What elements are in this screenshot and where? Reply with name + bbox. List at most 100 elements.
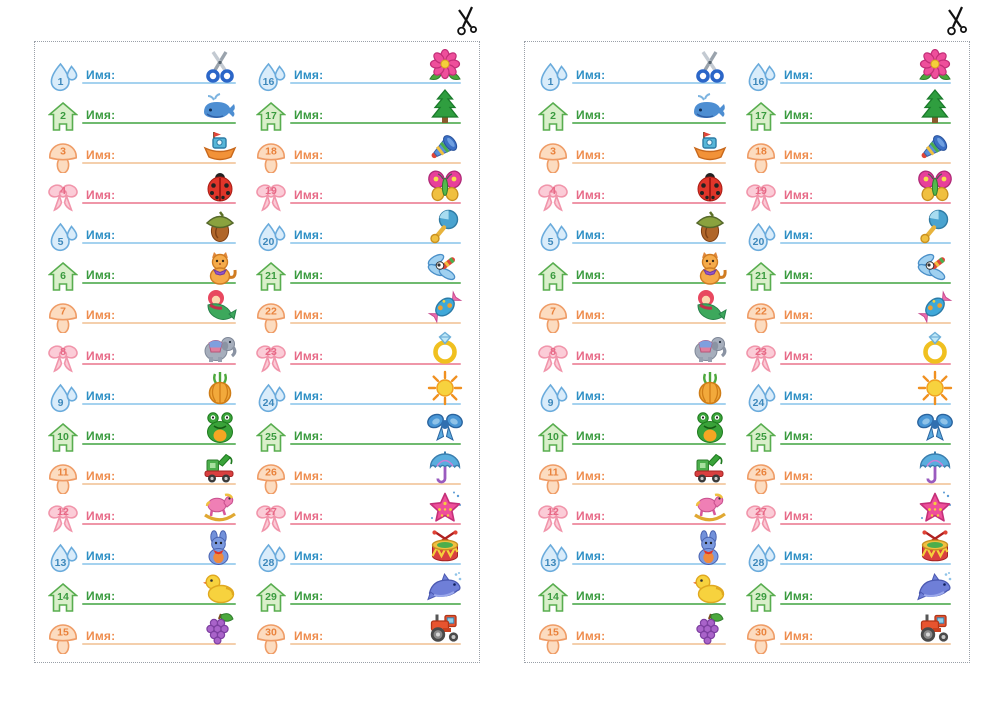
acorn-icon [692, 209, 728, 245]
write-line [290, 642, 461, 645]
bow-number-badge: 12 [48, 502, 78, 534]
name-label-6: 6 Имя: [538, 250, 728, 292]
mushroom-number-badge: 11 [538, 462, 568, 494]
write-line [82, 202, 236, 205]
svg-text:22: 22 [265, 306, 277, 318]
blue-bow-icon [917, 410, 953, 446]
svg-text:20: 20 [263, 236, 275, 248]
write-line [82, 442, 236, 445]
mushroom-number-badge: 7 [538, 301, 568, 334]
mermaid-icon [692, 289, 728, 325]
frog-icon [202, 410, 238, 446]
kitten-icon [202, 249, 238, 286]
write-line [290, 242, 461, 245]
write-line [780, 202, 951, 205]
onion-icon [692, 370, 728, 406]
name-label-27: 27 Имя: [256, 491, 463, 533]
name-label: Имя: [784, 468, 814, 483]
label-row: 14 Имя: 29 Имя: [48, 570, 463, 614]
write-line [572, 522, 726, 525]
name-label-17: 17 Имя: [256, 89, 463, 131]
label-row: 11 Имя: 26 Имя: [48, 450, 463, 494]
bow-number-badge: 23 [746, 342, 776, 374]
droplet-number-badge: 5 [48, 221, 78, 253]
name-label-19: 19 Имя: [256, 170, 463, 212]
droplet-number-badge: 24 [256, 382, 286, 414]
write-line [290, 482, 461, 485]
name-label: Имя: [294, 228, 324, 243]
write-line [572, 242, 726, 245]
name-label-14: 14 Имя: [48, 571, 238, 612]
svg-text:16: 16 [263, 76, 275, 88]
name-label: Имя: [576, 108, 606, 123]
svg-text:1: 1 [548, 76, 554, 88]
name-label: Имя: [784, 628, 814, 643]
svg-text:4: 4 [60, 185, 66, 197]
svg-text:18: 18 [265, 146, 277, 158]
umbrella-icon [427, 450, 463, 486]
house-number-badge: 6 [48, 261, 78, 293]
name-label-1: 1 Имя: [538, 50, 728, 92]
write-line [780, 242, 951, 245]
scissors-icon [202, 49, 238, 85]
name-label: Имя: [576, 428, 606, 443]
name-label: Имя: [784, 548, 814, 563]
grapes-icon [202, 610, 238, 646]
write-line [82, 522, 236, 525]
name-label: Имя: [294, 68, 324, 83]
name-label: Имя: [784, 148, 814, 163]
write-line [290, 522, 461, 525]
svg-text:1: 1 [58, 76, 64, 88]
svg-text:10: 10 [57, 431, 69, 443]
name-label-28: 28 Имя: [256, 530, 463, 572]
christmas-tree-icon [427, 89, 463, 125]
rattle-icon [427, 209, 463, 245]
label-row: 12 Имя: 27 Имя: [48, 491, 463, 534]
write-line [290, 402, 461, 405]
svg-text:19: 19 [755, 185, 767, 197]
house-number-badge: 29 [256, 582, 286, 614]
bow-number-badge: 4 [48, 181, 78, 213]
mushroom-number-badge: 26 [256, 462, 286, 494]
name-label-4: 4 Имя: [538, 170, 728, 212]
dragonfly-icon [427, 249, 463, 285]
svg-text:27: 27 [265, 506, 277, 518]
name-label-19: 19 Имя: [746, 170, 953, 212]
name-label-23: 23 Имя: [746, 330, 953, 373]
panel-2: 1 Имя: 16 Имя: 2 Имя: 17 Имя: 3 Имя: 18 Имя: 4 Имя: 19… [524, 6, 970, 663]
write-line [780, 282, 951, 285]
label-row: 13 Имя: 28 Имя: [48, 530, 463, 572]
svg-text:25: 25 [265, 431, 277, 443]
house-number-badge: 10 [538, 422, 568, 454]
write-line [82, 362, 236, 365]
name-label-22: 22 Имя: [746, 290, 953, 334]
svg-text:22: 22 [755, 306, 767, 318]
bow-number-badge: 8 [538, 342, 568, 374]
write-line [780, 602, 951, 605]
write-line [82, 402, 236, 405]
name-label: Имя: [784, 508, 814, 523]
name-label-30: 30 Имя: [256, 611, 463, 654]
label-row: 7 Имя: 22 Имя: [538, 289, 953, 334]
grapes-icon [692, 610, 728, 646]
name-label: Имя: [86, 108, 116, 123]
write-line [780, 82, 951, 85]
svg-text:23: 23 [265, 346, 277, 358]
rattle-icon [917, 209, 953, 245]
write-line [780, 482, 951, 485]
name-label: Имя: [294, 508, 324, 523]
name-label: Имя: [294, 468, 324, 483]
label-row: 9 Имя: 24 Имя: [538, 370, 953, 412]
name-label: Имя: [294, 108, 324, 123]
write-line [290, 82, 461, 85]
name-label: Имя: [784, 428, 814, 443]
dolphin-icon [427, 570, 463, 606]
flower-icon [427, 49, 463, 85]
svg-text:8: 8 [60, 346, 66, 358]
dolphin-icon [917, 570, 953, 606]
name-label: Имя: [576, 228, 606, 243]
write-line [780, 322, 951, 325]
name-label-24: 24 Имя: [256, 370, 463, 414]
elephant-icon [692, 330, 728, 366]
droplet-number-badge: 16 [746, 61, 776, 93]
